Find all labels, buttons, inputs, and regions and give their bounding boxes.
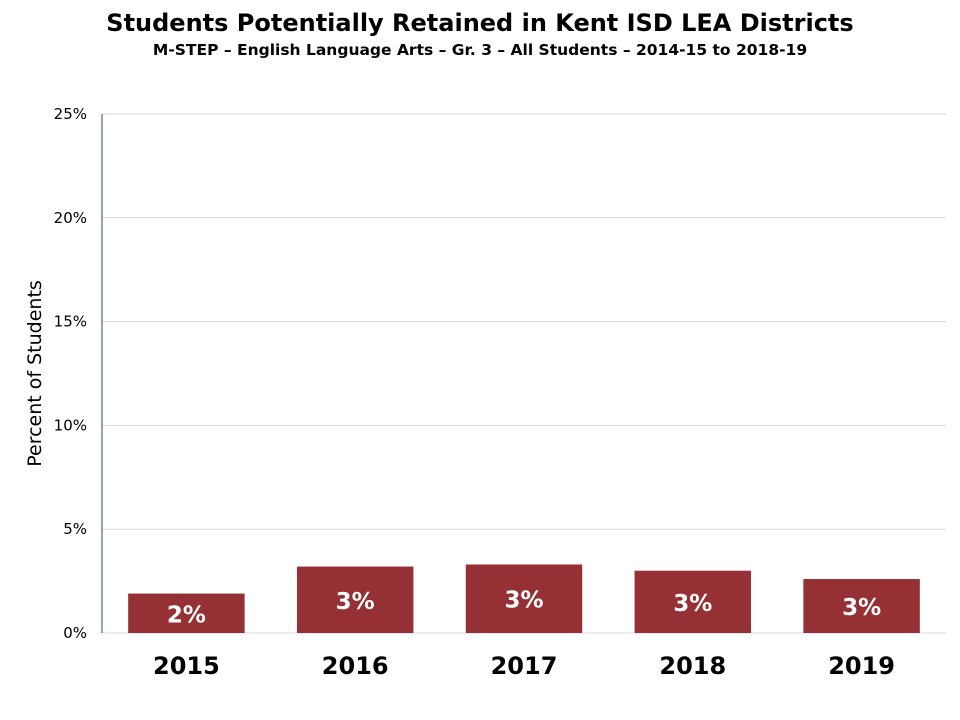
x-tick-label: 2015 [153,652,220,680]
y-tick-label: 15% [54,313,87,331]
x-tick-label: 2019 [828,652,895,680]
bar [128,593,245,633]
x-tick-label: 2016 [322,652,389,680]
gridlines [102,113,946,634]
y-axis-title: Percent of Students [24,280,46,467]
bar [634,570,752,633]
y-tick-label: 10% [54,416,87,434]
x-tick-label: 2017 [491,652,558,680]
bar [296,566,414,633]
bar-data-label: 3% [336,589,375,615]
y-tick-label: 5% [63,520,87,538]
bar-data-label: 3% [842,595,881,621]
y-tick-label: 25% [54,105,87,123]
bar-data-label: 3% [673,591,712,617]
chart-subtitle: M-STEP – English Language Arts – Gr. 3 –… [152,41,808,59]
bar-data-label: 3% [504,588,543,614]
y-axis-ticks: 0% 5% 10% 15% 20% 25% [54,105,87,642]
y-tick-label: 0% [63,624,87,642]
bar [803,579,920,633]
y-tick-label: 20% [54,209,87,227]
bar-data-label: 2% [167,602,206,628]
bars: 2% 3% 3% 3% 3% [128,564,920,633]
x-tick-label: 2018 [659,652,726,680]
bar [465,564,583,633]
chart-title: Students Potentially Retained in Kent IS… [106,9,854,37]
x-axis-labels: 2015 2016 2017 2018 2019 [153,652,895,680]
